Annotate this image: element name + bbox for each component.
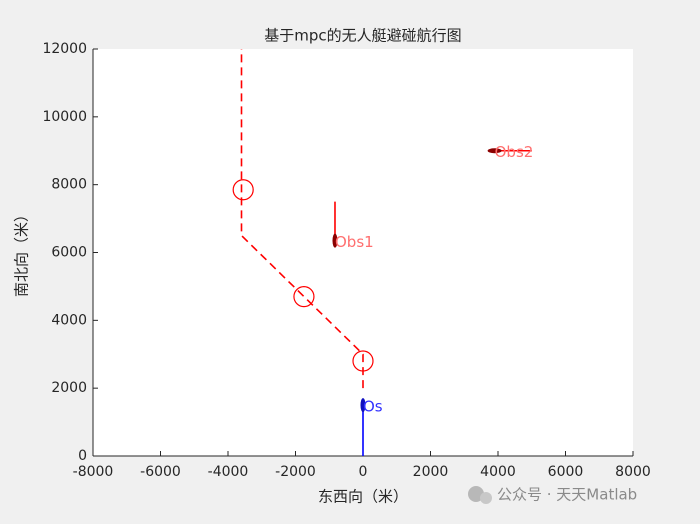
x-tick-label: -6000 xyxy=(140,464,181,480)
watermark: 公众号 · 天天Matlab xyxy=(468,486,637,504)
vessel xyxy=(332,233,338,248)
y-tick-label: 2000 xyxy=(51,380,87,396)
x-tick-label: 0 xyxy=(359,464,368,480)
safety-circle xyxy=(293,285,315,308)
annotation: Obs1 xyxy=(335,233,374,251)
y-tick-label: 4000 xyxy=(51,312,87,328)
annotation: Os xyxy=(363,397,383,415)
y-tick-label: 12000 xyxy=(42,41,87,57)
vessel xyxy=(487,148,502,154)
x-tick-label: 6000 xyxy=(548,464,584,480)
y-tick-label: 10000 xyxy=(42,109,87,125)
watermark-text: 公众号 · 天天Matlab xyxy=(497,486,637,504)
x-axis-label: 东西向（米） xyxy=(318,488,408,506)
y-tick-label: 6000 xyxy=(51,245,87,261)
y-tick-label: 8000 xyxy=(51,177,87,193)
chart-title: 基于mpc的无人艇避碰航行图 xyxy=(264,27,461,45)
safety-circle xyxy=(352,350,374,372)
x-tick-label: -8000 xyxy=(73,464,114,480)
y-tick-label: 0 xyxy=(78,448,87,464)
x-tick-label: 4000 xyxy=(480,464,516,480)
x-tick-label: -4000 xyxy=(208,464,249,480)
x-tick-label: 8000 xyxy=(615,464,651,480)
x-tick-label: 2000 xyxy=(413,464,449,480)
annotation: Obs2 xyxy=(495,143,534,161)
safety-circle xyxy=(232,179,254,201)
vessel xyxy=(360,398,366,413)
watermark-icon xyxy=(480,492,492,504)
y-axis-label: 南北向（米） xyxy=(13,207,31,297)
plot-area xyxy=(93,49,633,456)
x-tick-label: -2000 xyxy=(275,464,316,480)
